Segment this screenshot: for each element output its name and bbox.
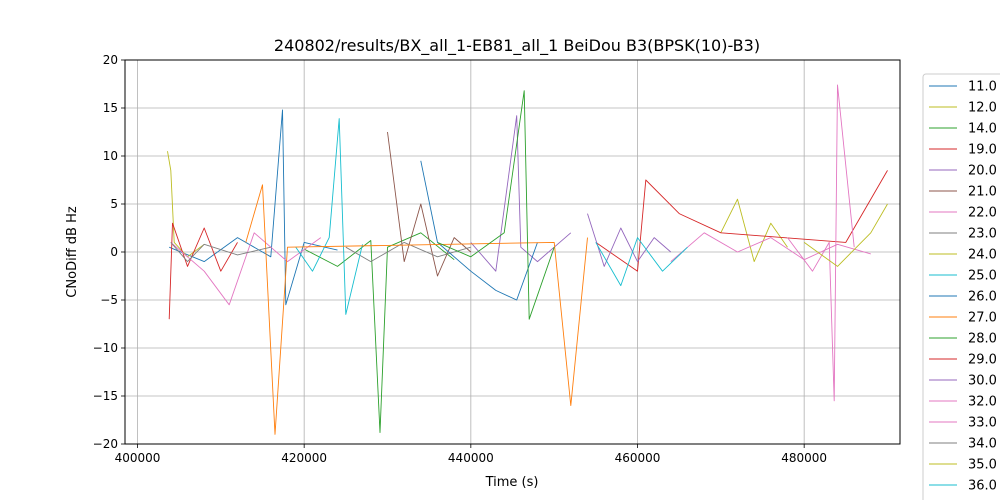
series-line-32-0 [787,84,855,402]
x-tick-label: 460000 [615,451,661,465]
x-axis: 400000 420000 440000 460000 480000 [115,444,827,465]
y-tick-label: 20 [103,53,118,67]
y-tick-label: 0 [110,245,118,259]
series-line-11-0 [169,109,338,306]
series-line-30-0 [587,213,672,267]
series-line-23-0 [345,241,471,263]
series-line-27-0 [245,184,588,435]
legend-label: 21.0 [968,185,997,200]
series-line-36-0 [595,237,688,287]
legend-label: 24.0 [968,248,997,263]
legend-label: 33.0 [968,416,997,431]
grid [125,59,900,445]
y-tick-label: 10 [103,149,118,163]
legend-label: 23.0 [968,227,997,242]
y-tick-label: −20 [93,437,118,451]
legend-label: 34.0 [968,437,997,452]
x-tick-label: 420000 [281,451,327,465]
series-line-20-0 [470,115,572,272]
legend-label: 30.0 [968,374,997,389]
series-line-22-0 [170,232,322,306]
x-tick-label: 440000 [448,451,494,465]
legend-label: 29.0 [968,353,997,368]
series-line-35-0 [803,203,888,267]
legend-label: 12.0 [968,101,997,116]
series-line-29-0 [595,170,888,272]
legend-label: 22.0 [968,206,997,221]
y-tick-label: −5 [100,293,118,307]
series-line-28-0 [437,90,555,320]
legend-label: 14.0 [968,122,997,137]
y-tick-label: −15 [93,389,118,403]
y-axis-label: CNoDiff dB Hz [65,206,80,298]
chart-title: 240802/results/BX_all_1-EB81_all_1 BeiDo… [274,36,760,56]
series-line-26-0 [420,160,538,301]
series-line-33-0 [670,232,871,262]
legend-label: 11.0 [968,80,997,95]
legend-label: 27.0 [968,311,997,326]
x-tick-label: 400000 [115,451,161,465]
legend-label: 36.0 [968,479,997,494]
y-tick-label: −10 [93,341,118,355]
series-line-34-0 [170,242,271,263]
legend-label: 25.0 [968,269,997,284]
legend-label: 35.0 [968,458,997,473]
y-tick-label: 15 [103,101,118,115]
plot-series [167,84,888,435]
legend-label: 19.0 [968,143,997,158]
legend-label: 32.0 [968,395,997,410]
series-line-14-0 [303,232,455,433]
legend-frame [922,73,1000,500]
y-axis: −20 −15 −10 −5 0 5 10 15 20 [93,53,125,451]
legend: 11.0 12.0 14.0 19.0 20.0 21.0 22.0 23.0 24.0 25.0… [922,73,1000,500]
x-axis-label: Time (s) [485,475,539,490]
series-line-19-0 [168,222,238,320]
series-line-21-0 [387,131,472,277]
series-line-24-0 [720,198,788,263]
legend-label: 28.0 [968,332,997,347]
legend-label: 26.0 [968,290,997,305]
legend-label: 20.0 [968,164,997,179]
x-tick-label: 480000 [781,451,827,465]
series-line-25-0 [295,118,363,315]
y-tick-label: 5 [110,197,118,211]
